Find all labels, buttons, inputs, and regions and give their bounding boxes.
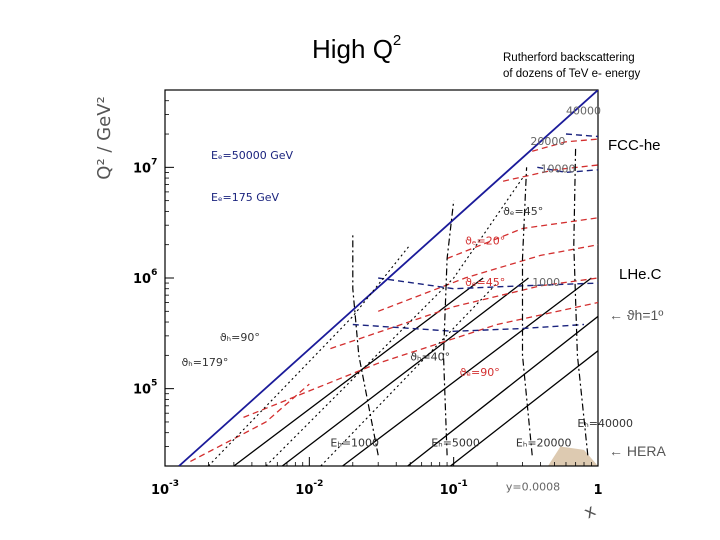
y-tick-label: 107: [133, 157, 157, 176]
arrow-left-icon: ←: [609, 443, 623, 459]
annotation-label-1: 20000: [530, 135, 565, 148]
annotation-label-14: Eₕ=40000: [577, 417, 633, 430]
annotation-label-13: Eₕ=20000: [516, 437, 572, 450]
fcc-he-label: FCC-he: [608, 137, 661, 154]
hera-label: HERA: [626, 443, 666, 459]
series-line-blue-dashed-16: [565, 133, 598, 138]
x-axis-label: x: [581, 501, 600, 523]
series-line-black-dashdot-19: [521, 167, 533, 456]
series-line-black-solid-2: [281, 277, 529, 466]
series-line-blue-solid-0: [178, 90, 598, 466]
slide-subtitle: Rutherford backscattering of dozens of T…: [503, 50, 640, 82]
series-line-black-solid-5: [450, 350, 598, 466]
series-line-black-dashdot-20: [573, 147, 589, 456]
legend-entry-0: Eₑ=50000 GeV: [211, 149, 294, 162]
annotation-label-2: 10000: [541, 162, 576, 175]
series-line-red-dashed-12: [532, 138, 598, 152]
series-line-red-dashed-11: [502, 164, 598, 182]
annotation-label-0: 40000: [566, 105, 601, 118]
series-line-black-solid-3: [342, 277, 592, 466]
slide-title: High Q2: [312, 32, 402, 65]
y-tick-label: 105: [133, 379, 157, 398]
subtitle-line-2: of dozens of TeV e- energy: [503, 68, 641, 80]
annotation-label-7: ϑₕ=40°: [410, 350, 450, 363]
x-tick-exponent: -2: [313, 479, 323, 489]
series-line-black-solid-1: [233, 277, 484, 466]
series-line-black-dashdot-18: [442, 200, 455, 456]
series-line-red-dashed-6: [243, 301, 598, 419]
series-group: [178, 90, 598, 466]
annotation-label-8: ϑₕ=179°: [181, 356, 228, 369]
series-line-black-dotted-23: [320, 282, 498, 466]
x-tick-label: 10-2: [295, 479, 323, 498]
series-line-blue-dashed-15: [537, 166, 598, 174]
annotation-label-11: Eₕ=1000: [330, 437, 379, 450]
annotation-label-9: ϑₕ=90°: [220, 331, 260, 344]
arrow-left-icon: ←: [609, 307, 623, 323]
x-tick-label: 10-3: [151, 479, 179, 498]
annotation-label-6: ϑₑ=90°: [460, 366, 500, 379]
series-line-red-dashed-8: [377, 244, 598, 312]
y-tick-exponent: 6: [151, 268, 157, 278]
annotation-label-15: y=0.0008: [506, 481, 560, 494]
theta-h-annotation: ← ϑh=1º: [609, 307, 663, 323]
y-axis-label: Q² / GeV²: [94, 96, 115, 179]
series-line-black-dashdot-17: [352, 234, 379, 456]
series-line-red-dashed-7: [330, 277, 598, 350]
slide-title-text: High Q: [312, 34, 393, 64]
annotation-label-4: ϑₑ=20°: [465, 235, 505, 248]
hera-annotation: ← HERA: [609, 443, 666, 459]
annotation-label-3: ϑₑ=45°: [503, 205, 543, 218]
x-tick-exponent: -3: [169, 479, 179, 489]
annotation-label-5: ϑₑ=45°: [465, 276, 505, 289]
series-line-blue-dashed-13: [378, 277, 598, 290]
theta-h-label: ϑh=1º: [626, 307, 664, 323]
lhec-label: LHe.C: [619, 266, 662, 283]
series-line-red-dashed-9: [446, 217, 598, 260]
y-tick-exponent: 7: [151, 157, 157, 167]
series-line-red-dashed-10: [190, 383, 310, 462]
y-tick-label: 106: [133, 268, 157, 287]
x-tick-label: 1: [593, 483, 602, 498]
series-line-black-solid-4: [407, 315, 598, 466]
slide-title-superscript: 2: [392, 32, 402, 49]
legend-entry-1: Eₑ=175 GeV: [211, 191, 280, 204]
y-tick-exponent: 5: [151, 379, 157, 389]
series-line-black-dotted-22: [265, 177, 523, 466]
subtitle-line-1: Rutherford backscattering: [503, 52, 635, 64]
annotation-label-12: Eₕ=5000: [431, 437, 480, 450]
x-tick-exponent: -1: [458, 479, 468, 489]
hera-region: [547, 446, 598, 466]
x-tick-label: 10-1: [440, 479, 468, 498]
annotation-label-10: 1000: [532, 276, 560, 289]
series-line-blue-dashed-14: [352, 323, 585, 333]
